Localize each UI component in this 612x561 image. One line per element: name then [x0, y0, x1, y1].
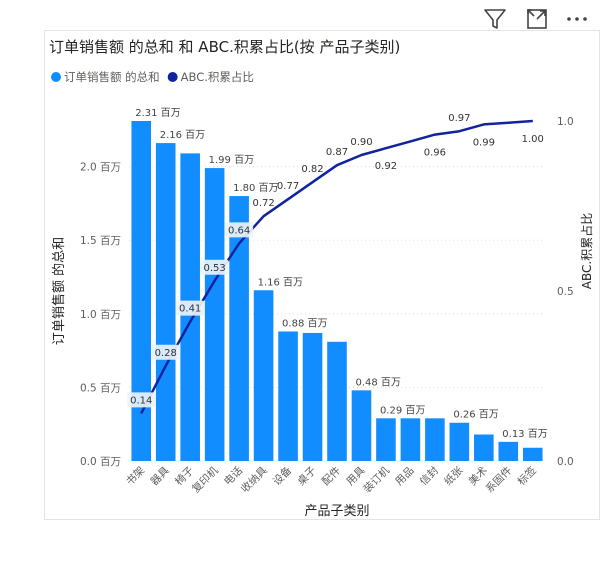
line-label-box: [151, 344, 180, 360]
line-data-label: 0.53: [204, 263, 226, 274]
bar-纸张: [449, 422, 470, 461]
bar-配件: [327, 341, 347, 461]
line-data-label: 0.90: [350, 137, 372, 148]
bar-data-label: 0.26 百万: [453, 409, 498, 421]
bar-系固件: [498, 441, 519, 461]
x-category-label: 装订机: [361, 464, 393, 496]
line-data-label: 0.87: [326, 147, 348, 158]
combo-chart-visual[interactable]: 订单销售额 的总和 和 ABC.积累占比(按 产品子类别) 订单销售额 的总和 AB…: [44, 30, 600, 520]
line-data-label: 1.00: [522, 134, 544, 145]
x-category-label: 设备: [270, 464, 294, 488]
bar-书架: [131, 121, 152, 461]
y-tick-label: 0.5 百万: [80, 382, 121, 394]
x-category-label: 书架: [124, 464, 148, 488]
chart-svg: 订单销售额 的总和 和 ABC.积累占比(按 产品子类别) 订单销售额 的总和 AB…: [49, 38, 594, 519]
bar-复印机: [204, 168, 225, 462]
bar-data-label: 1.99 百万: [209, 154, 254, 166]
x-category-label: 器具: [148, 464, 172, 488]
bar-data-label: 0.29 百万: [380, 404, 425, 416]
bar-data-label: 1.80 百万: [233, 182, 278, 194]
line-data-label: 0.77: [277, 181, 299, 192]
line-data-label: 0.99: [473, 137, 495, 148]
bar-data-label: 1.16 百万: [258, 276, 303, 288]
bar-器具: [155, 143, 176, 461]
bar-data-label: 2.31 百万: [135, 107, 180, 119]
x-category-label: 信封: [417, 464, 441, 488]
line-data-label: 0.82: [301, 164, 323, 175]
bar-设备: [278, 331, 298, 461]
bar-桌子: [302, 332, 323, 461]
y2-tick-label: 0.0: [557, 456, 574, 468]
more-options-icon[interactable]: [564, 6, 590, 32]
x-category-label: 用品: [393, 465, 416, 488]
line-data-label: 0.96: [424, 148, 446, 159]
y2-tick-label: 0.5: [557, 286, 574, 298]
focus-mode-icon[interactable]: [524, 6, 550, 32]
y-tick-label: 1.5 百万: [80, 235, 121, 247]
bar-美术: [474, 434, 494, 461]
bar-data-label: 0.48 百万: [355, 376, 400, 388]
x-category-label: 纸张: [441, 464, 465, 488]
bar-data-label: 0.13 百万: [502, 428, 547, 440]
x-category-label: 系固件: [484, 465, 515, 496]
x-category-label: 复印机: [189, 464, 221, 496]
line-data-label: 0.41: [179, 304, 201, 315]
chart-title: 订单销售额 的总和 和 ABC.积累占比(按 产品子类别): [49, 38, 400, 56]
y-tick-label: 1.0 百万: [80, 309, 121, 321]
line-label-box: [200, 259, 229, 275]
y-tick-label: 2.0 百万: [80, 162, 121, 174]
cumulative-line: [140, 119, 533, 414]
legend-marker-1: [167, 72, 178, 82]
line-data-label: 0.72: [252, 198, 274, 209]
bar-装订机: [376, 418, 396, 461]
line-data-label: 0.97: [448, 113, 470, 124]
x-category-label: 标签: [515, 464, 539, 488]
filter-icon[interactable]: [482, 6, 508, 32]
line-label-box: [225, 222, 254, 238]
bar-标签: [522, 447, 543, 461]
x-category-label: 配件: [320, 465, 343, 488]
bar-用具: [351, 390, 372, 461]
line-label-box: [127, 392, 156, 408]
legend-marker-0: [51, 72, 61, 82]
y-axis-title: 订单销售额 的总和: [51, 237, 67, 345]
legend-label-0: 订单销售额 的总和: [64, 70, 160, 84]
line-data-label: 0.64: [228, 225, 250, 236]
x-axis-title: 产品子类别: [304, 504, 369, 519]
bar-用品: [400, 418, 421, 461]
line-label-box: [176, 300, 205, 316]
bar-data-label: 0.88 百万: [282, 317, 327, 329]
bar-data-label: 2.16 百万: [160, 129, 205, 141]
x-category-label: 桌子: [295, 464, 319, 488]
line-data-label: 0.92: [375, 161, 397, 172]
legend-label-1: ABC.积累占比: [181, 70, 254, 84]
bar-收纳具: [253, 290, 274, 461]
bar-电话: [229, 196, 249, 461]
line-data-label: 0.14: [130, 395, 152, 406]
bar-信封: [425, 418, 445, 461]
y2-axis-title: ABC.积累占比: [579, 213, 594, 289]
line-data-label: 0.28: [155, 348, 177, 359]
y2-tick-label: 1.0: [557, 116, 574, 128]
y-tick-label: 0.0 百万: [80, 456, 121, 468]
visual-header-toolbar: [480, 6, 600, 36]
x-category-label: 收纳具: [238, 464, 270, 496]
